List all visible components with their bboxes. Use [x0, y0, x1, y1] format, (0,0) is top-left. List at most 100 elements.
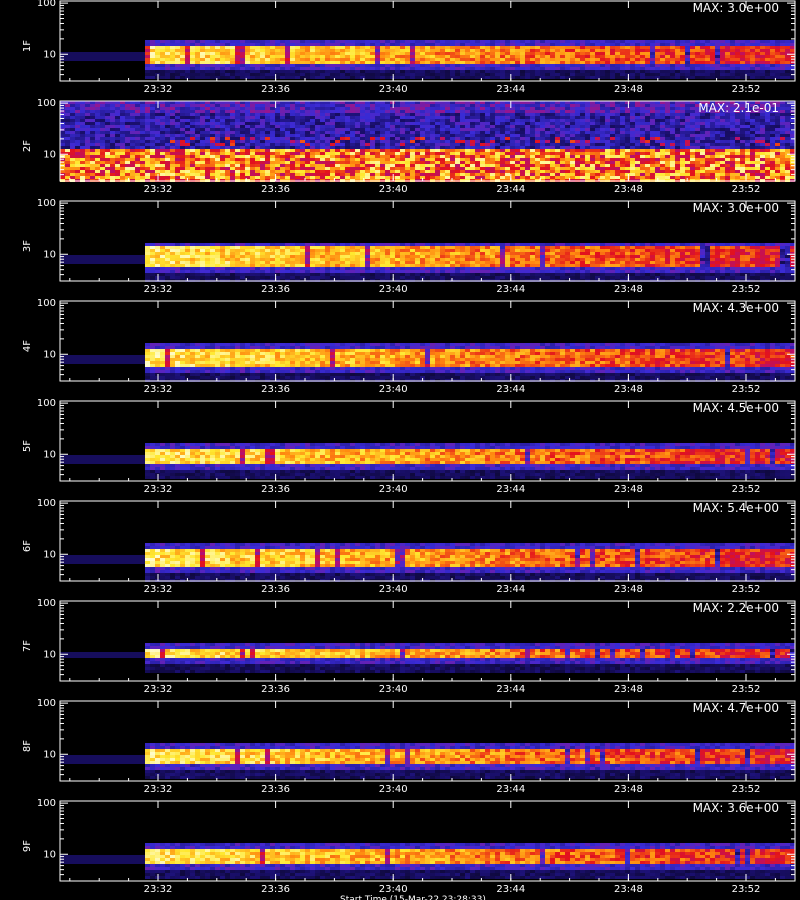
heatmap-cell — [145, 110, 150, 113]
heatmap-cell — [135, 164, 140, 167]
heatmap-cell — [195, 152, 200, 155]
heatmap-cell — [715, 70, 720, 73]
heatmap-cell — [540, 137, 545, 140]
heatmap-cell — [445, 167, 450, 170]
heatmap-cell — [600, 52, 605, 55]
heatmap-cell — [310, 43, 315, 46]
heatmap-cell — [330, 64, 335, 67]
heatmap-cell — [435, 146, 440, 149]
heatmap-cell — [565, 128, 570, 131]
heatmap-cell — [155, 152, 160, 155]
heatmap-cell — [635, 134, 640, 137]
heatmap-cell — [265, 131, 270, 134]
heatmap-cell — [310, 40, 315, 43]
heatmap-cell — [785, 64, 790, 67]
heatmap-cell — [655, 64, 660, 67]
heatmap-cell — [495, 49, 500, 52]
heatmap-cell — [325, 46, 330, 49]
heatmap-cell — [115, 137, 120, 140]
heatmap-cell — [275, 58, 280, 61]
heatmap-cell — [330, 70, 335, 73]
heatmap-cell — [90, 170, 95, 173]
heatmap-cell — [560, 49, 565, 52]
heatmap-cell — [265, 137, 270, 140]
heatmap-cell — [70, 128, 75, 131]
heatmap-cell — [225, 61, 230, 64]
heatmap-cell — [295, 52, 300, 55]
heatmap-cell — [285, 152, 290, 155]
heatmap-cell — [415, 58, 420, 61]
heatmap-cell — [490, 58, 495, 61]
heatmap-cell — [520, 64, 525, 67]
heatmap-cell — [500, 49, 505, 52]
heatmap-cell — [335, 170, 340, 173]
heatmap-cell — [545, 152, 550, 155]
heatmap-cell — [655, 70, 660, 73]
heatmap-cell — [240, 143, 245, 146]
heatmap-cell — [290, 137, 295, 140]
heatmap-cell — [130, 143, 135, 146]
heatmap-cell — [555, 52, 560, 55]
heatmap-cell — [190, 173, 195, 176]
heatmap-cell — [70, 140, 75, 143]
heatmap-cell — [280, 149, 285, 152]
heatmap-cell — [615, 52, 620, 55]
heatmap-cell — [250, 125, 255, 128]
heatmap-cell — [775, 58, 780, 61]
heatmap-cell — [350, 143, 355, 146]
heatmap-cell — [310, 70, 315, 73]
heatmap-cell — [550, 134, 555, 137]
heatmap-cell — [640, 173, 645, 176]
heatmap-cell — [525, 52, 530, 55]
heatmap-cell — [485, 146, 490, 149]
heatmap-cell — [525, 58, 530, 61]
heatmap-cell — [100, 55, 105, 58]
heatmap-cell — [295, 146, 300, 149]
heatmap-cell — [405, 55, 410, 58]
heatmap-cell — [205, 55, 210, 58]
heatmap-cell — [325, 155, 330, 158]
heatmap-cell — [360, 113, 365, 116]
heatmap-cell — [670, 61, 675, 64]
heatmap-cell — [255, 64, 260, 67]
heatmap-cell — [580, 176, 585, 179]
heatmap-cell — [210, 173, 215, 176]
heatmap-cell — [715, 67, 720, 70]
heatmap-cell — [510, 146, 515, 149]
heatmap-cell — [115, 167, 120, 170]
heatmap-cell — [555, 143, 560, 146]
heatmap-cell — [295, 61, 300, 64]
heatmap-cell — [155, 61, 160, 64]
heatmap-cell — [415, 52, 420, 55]
heatmap-cell — [210, 146, 215, 149]
heatmap-cell — [495, 176, 500, 179]
heatmap-cell — [195, 76, 200, 79]
heatmap-cell — [340, 149, 345, 152]
heatmap-cell — [100, 116, 105, 119]
heatmap-cell — [210, 55, 215, 58]
heatmap-cell — [330, 46, 335, 49]
heatmap-cell — [515, 173, 520, 176]
heatmap-cell — [245, 167, 250, 170]
heatmap-cell — [550, 173, 555, 176]
heatmap-cell — [240, 158, 245, 161]
heatmap-cell — [90, 176, 95, 179]
heatmap-cell — [600, 149, 605, 152]
heatmap-cell — [530, 55, 535, 58]
heatmap-cell — [105, 113, 110, 116]
heatmap-cell — [465, 46, 470, 49]
heatmap-cell — [355, 134, 360, 137]
heatmap-cell — [90, 113, 95, 116]
heatmap-cell — [420, 128, 425, 131]
heatmap-cell — [110, 170, 115, 173]
heatmap-cell — [710, 58, 715, 61]
heatmap-cell — [460, 58, 465, 61]
heatmap-cell — [395, 125, 400, 128]
heatmap-cell — [435, 119, 440, 122]
heatmap-cell — [515, 164, 520, 167]
heatmap-cell — [375, 116, 380, 119]
heatmap-cell — [440, 149, 445, 152]
heatmap-cell — [550, 146, 555, 149]
heatmap-cell — [250, 143, 255, 146]
heatmap-cell — [245, 49, 250, 52]
